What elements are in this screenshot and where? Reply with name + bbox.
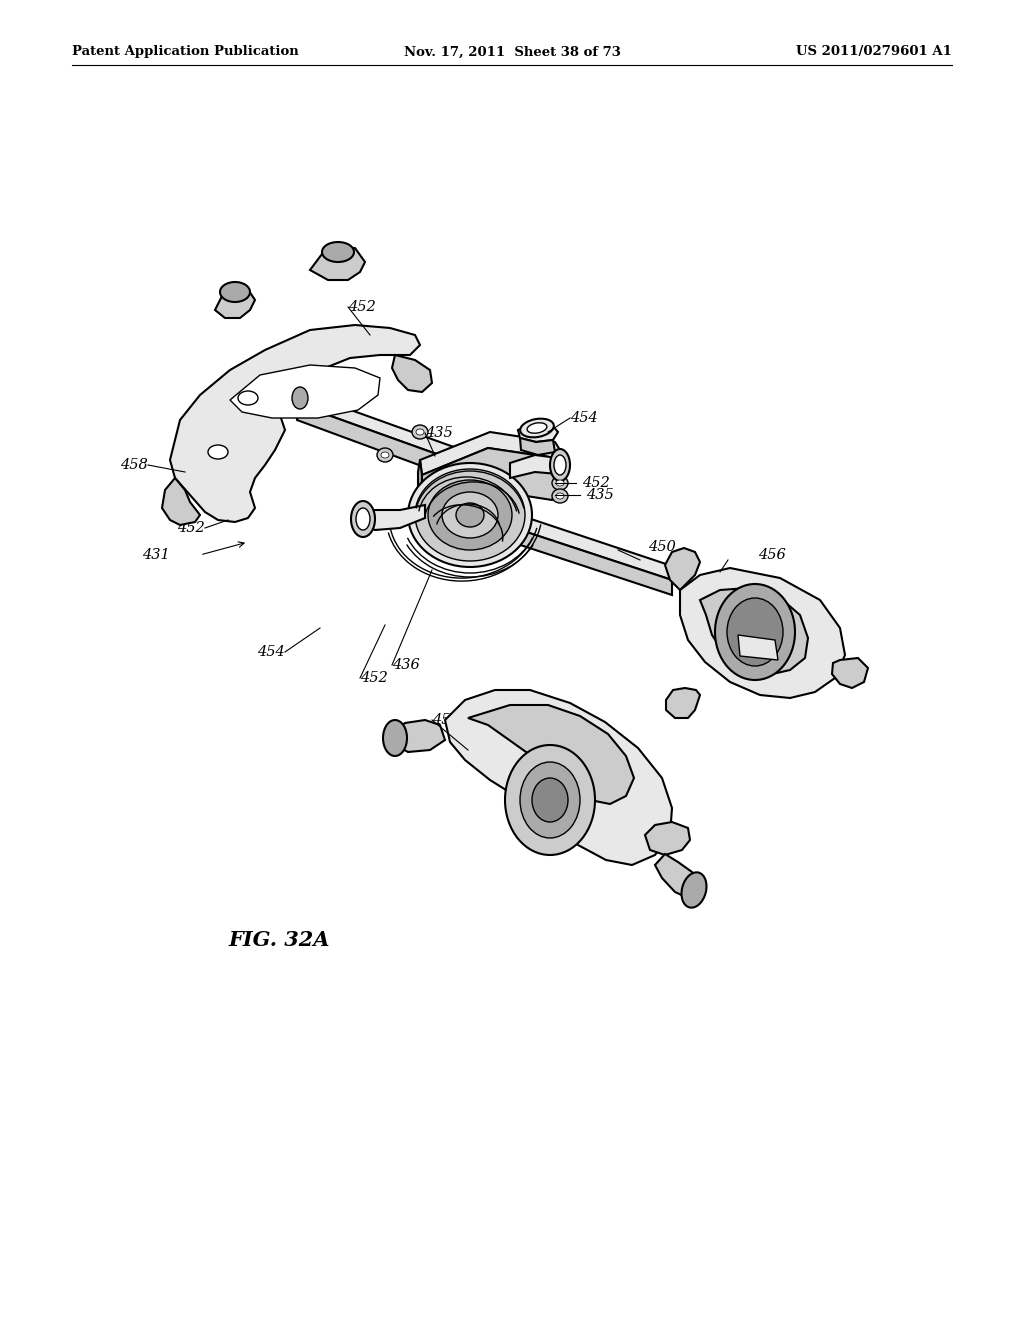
Ellipse shape [456, 503, 484, 527]
Text: 452: 452 [360, 671, 388, 685]
Polygon shape [655, 854, 700, 898]
Text: 454: 454 [257, 645, 285, 659]
Polygon shape [420, 447, 558, 515]
Ellipse shape [520, 418, 554, 437]
Text: 452: 452 [582, 477, 609, 490]
Ellipse shape [505, 744, 595, 855]
Ellipse shape [356, 508, 370, 531]
Text: 452: 452 [348, 300, 376, 314]
Text: 450: 450 [432, 713, 460, 727]
Ellipse shape [532, 777, 568, 822]
Polygon shape [394, 719, 445, 752]
Text: FIG. 32A: FIG. 32A [228, 931, 330, 950]
Polygon shape [445, 690, 672, 865]
Text: 456: 456 [758, 548, 785, 562]
Text: 435: 435 [586, 488, 613, 502]
Polygon shape [490, 512, 690, 579]
Polygon shape [738, 635, 778, 660]
Text: 458: 458 [120, 458, 148, 473]
Polygon shape [490, 520, 672, 595]
Ellipse shape [408, 463, 532, 568]
Polygon shape [680, 568, 845, 698]
Polygon shape [666, 688, 700, 718]
Polygon shape [295, 389, 495, 475]
Ellipse shape [377, 447, 393, 462]
Polygon shape [362, 506, 425, 531]
Polygon shape [418, 459, 422, 515]
Polygon shape [645, 822, 690, 855]
Polygon shape [468, 705, 634, 804]
Polygon shape [215, 285, 255, 318]
Text: Nov. 17, 2011  Sheet 38 of 73: Nov. 17, 2011 Sheet 38 of 73 [403, 45, 621, 58]
Ellipse shape [556, 480, 564, 486]
Ellipse shape [292, 387, 308, 409]
Text: 436: 436 [392, 657, 420, 672]
Polygon shape [665, 548, 700, 590]
Ellipse shape [682, 873, 707, 908]
Ellipse shape [351, 502, 375, 537]
Ellipse shape [554, 455, 566, 475]
Ellipse shape [381, 451, 389, 458]
Polygon shape [310, 248, 365, 280]
Polygon shape [510, 455, 562, 478]
Polygon shape [700, 587, 808, 675]
Text: 452: 452 [177, 521, 205, 535]
Ellipse shape [442, 492, 498, 539]
Polygon shape [831, 657, 868, 688]
Ellipse shape [552, 488, 568, 503]
Ellipse shape [322, 242, 354, 261]
Ellipse shape [428, 480, 512, 550]
Polygon shape [518, 422, 558, 442]
Text: US 2011/0279601 A1: US 2011/0279601 A1 [796, 45, 952, 58]
Ellipse shape [416, 429, 424, 436]
Ellipse shape [412, 425, 428, 440]
Ellipse shape [220, 282, 250, 302]
Ellipse shape [552, 477, 568, 490]
Ellipse shape [383, 719, 407, 756]
Text: 431: 431 [142, 548, 170, 562]
Ellipse shape [556, 492, 564, 499]
Ellipse shape [520, 762, 580, 838]
Text: Patent Application Publication: Patent Application Publication [72, 45, 299, 58]
Polygon shape [170, 325, 420, 521]
Ellipse shape [238, 391, 258, 405]
Polygon shape [420, 432, 560, 475]
Polygon shape [230, 366, 380, 418]
Text: 450: 450 [648, 540, 676, 554]
Polygon shape [162, 478, 200, 525]
Polygon shape [520, 438, 555, 455]
Polygon shape [392, 355, 432, 392]
Ellipse shape [208, 445, 228, 459]
Ellipse shape [286, 380, 314, 416]
Text: 435: 435 [425, 426, 453, 440]
Polygon shape [297, 405, 495, 492]
Ellipse shape [415, 469, 525, 561]
Ellipse shape [715, 583, 795, 680]
Ellipse shape [727, 598, 783, 667]
Text: 454: 454 [570, 411, 598, 425]
Ellipse shape [527, 422, 547, 433]
Ellipse shape [550, 449, 570, 480]
